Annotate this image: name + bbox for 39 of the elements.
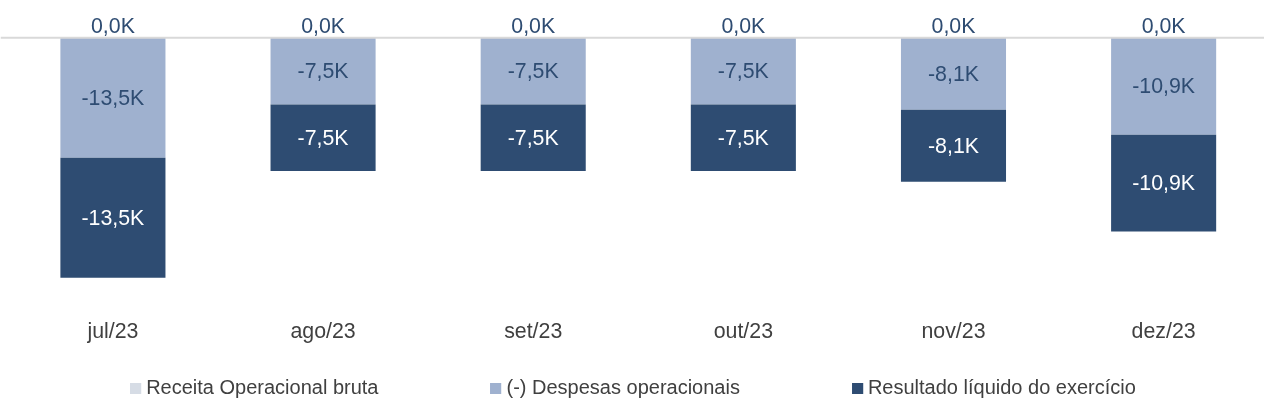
x-tick-label: set/23	[504, 318, 563, 343]
data-label: -8,1K	[928, 61, 979, 86]
data-label: -13,5K	[81, 205, 145, 230]
data-label: -10,9K	[1132, 171, 1196, 196]
data-label: -7,5K	[717, 59, 769, 84]
data-label: 0,0K	[301, 13, 345, 38]
x-tick-label: jul/23	[86, 318, 139, 343]
data-label: -7,5K	[297, 59, 349, 84]
data-label: -7,5K	[507, 59, 559, 84]
bar	[690, 37, 796, 105]
data-label: 0,0K	[90, 13, 135, 38]
bar	[690, 104, 796, 172]
data-label: -7,5K	[297, 125, 349, 150]
data-label: -13,5K	[81, 85, 145, 110]
x-tick-label: dez/23	[1131, 318, 1196, 343]
data-label: 0,0K	[721, 13, 766, 38]
bar	[900, 37, 1007, 110]
bar	[60, 157, 166, 278]
bar	[1111, 134, 1217, 232]
bar	[480, 37, 586, 105]
bar	[270, 104, 376, 172]
legend-label: Receita Operacional bruta	[146, 376, 379, 399]
bar	[900, 109, 1007, 182]
data-label: -10,9K	[1132, 74, 1196, 99]
x-tick-label: out/23	[713, 318, 774, 343]
data-label: -7,5K	[717, 125, 769, 150]
x-tick-label: nov/23	[921, 318, 986, 343]
bar	[480, 104, 586, 172]
data-label: -7,5K	[507, 125, 559, 150]
legend-label: (-) Despesas operacionais	[506, 376, 740, 399]
x-tick-label: ago/23	[290, 318, 356, 343]
data-label: 0,0K	[511, 13, 556, 38]
data-label: 0,0K	[931, 13, 976, 38]
bar	[60, 37, 166, 158]
bar	[270, 37, 376, 105]
data-label: 0,0K	[1141, 13, 1186, 38]
legend-label: Resultado líquido do exercício	[867, 376, 1136, 399]
data-label: -8,1K	[928, 133, 979, 158]
bar	[1111, 37, 1217, 135]
